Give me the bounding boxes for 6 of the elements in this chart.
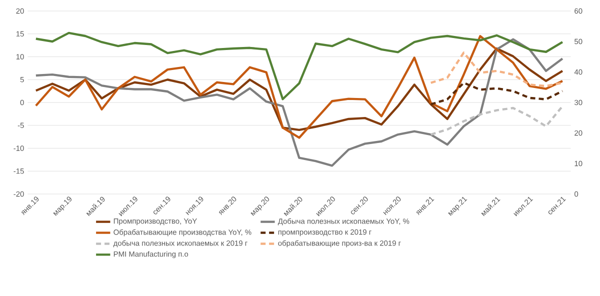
line-series (34, 32, 564, 100)
line-series (34, 47, 564, 132)
line-series (34, 38, 564, 167)
line-series (430, 105, 564, 136)
line-series (430, 82, 564, 106)
line-series (430, 52, 564, 88)
